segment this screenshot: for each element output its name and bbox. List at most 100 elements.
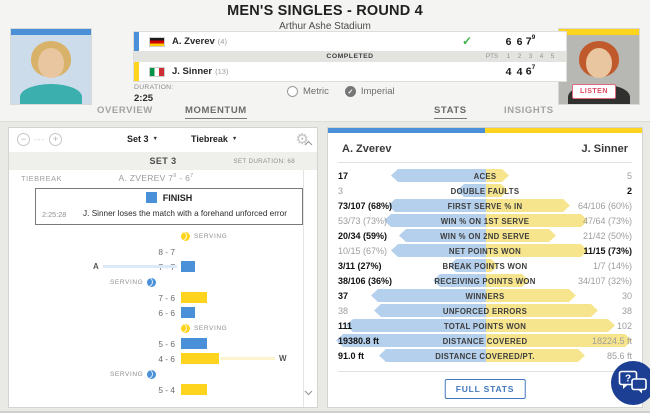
stat-value-zverev: 91.0 ft: [338, 351, 365, 361]
stat-bar-zverev: [399, 229, 486, 242]
set-header-title: SET 3: [149, 156, 177, 166]
momentum-point-7-6: 7 - 6: [9, 290, 305, 305]
imperial-radio[interactable]: ✓ Imperial: [344, 86, 395, 97]
stat-value-zverev: 19380.8 ft: [338, 336, 380, 346]
stat-value-zverev: 73/107 (68%): [338, 201, 393, 211]
tennis-ball-icon: [181, 323, 190, 333]
stat-label: FIRST SERVE % IN: [447, 202, 523, 211]
stat-row-distance-covered: DISTANCE COVERED 19380.8 ft 18224.5 ft: [328, 333, 642, 348]
winner-check-icon: ✓: [461, 34, 472, 48]
zverev-color-bar: [11, 29, 91, 35]
stat-value-sinner: 18224.5 ft: [591, 336, 632, 346]
stat-label: TOTAL POINTS WON: [443, 322, 527, 331]
chevron-down-icon: ▼: [152, 136, 158, 142]
serving-indicator-zverev: SERVING: [9, 274, 305, 290]
full-stats-button[interactable]: FULL STATS: [444, 379, 526, 399]
tab-overview[interactable]: OVERVIEW: [97, 105, 153, 116]
tiebreak-score: 9: [531, 34, 536, 42]
tennis-ball-icon: [147, 369, 157, 379]
finish-description: J. Sinner loses the match with a forehan…: [83, 209, 287, 218]
stat-row-double-faults: DOUBLE FAULTS 3 2: [328, 183, 642, 198]
set-select-dropdown[interactable]: Set 3 ▼: [127, 134, 158, 144]
momentum-toolbar: − --- + Set 3 ▼ Tiebreak ▼ ⚙: [9, 128, 317, 152]
stat-bar-zverev: [374, 304, 486, 317]
stat-bar-sinner: [486, 349, 585, 362]
set-scores-zverev: 6 6 79: [481, 32, 558, 51]
player-name-zverev: A. Zverev (4): [172, 36, 227, 47]
listen-button[interactable]: LISTEN: [572, 84, 616, 99]
stat-value-zverev: 17: [338, 171, 349, 181]
metric-radio-circle[interactable]: [287, 86, 298, 97]
col-header-3: 3: [528, 53, 533, 60]
momentum-scrollbar-track: [303, 170, 304, 407]
stat-row-total-points-won: TOTAL POINTS WON 111 102: [328, 318, 642, 333]
metric-radio[interactable]: Metric: [287, 86, 329, 97]
tennis-ball-icon: [147, 277, 157, 287]
stat-row-winners: WINNERS 37 30: [328, 288, 642, 303]
help-chat-button[interactable]: ?: [611, 361, 650, 405]
stat-bar-sinner: [486, 289, 576, 302]
stat-label: BREAK POINTS WON: [442, 262, 528, 271]
stat-label: NET POINTS WON: [448, 247, 522, 256]
set-duration: SET DURATION: 68: [233, 158, 295, 165]
stat-label: DISTANCE COVERED/PT.: [435, 352, 535, 361]
stat-value-sinner: 85.6 ft: [606, 351, 632, 361]
scroll-down-icon[interactable]: [304, 383, 313, 401]
tiebreak-score: 7: [531, 64, 536, 72]
stat-bar-zverev: [379, 349, 486, 362]
stat-value-sinner: 64/106 (60%): [577, 201, 632, 211]
momentum-point-5-6: 5 - 6: [9, 336, 305, 351]
stat-value-sinner: 2: [626, 186, 632, 196]
imperial-radio-label: Imperial: [360, 86, 395, 97]
serving-label: SERVING: [194, 232, 228, 240]
stats-header: A. Zverev J. Sinner: [328, 133, 642, 163]
tab-momentum[interactable]: MOMENTUM: [185, 105, 247, 119]
momentum-point-8-7: 8 - 7: [9, 244, 305, 259]
stats-player-right: J. Sinner: [581, 143, 628, 155]
zoom-out-icon[interactable]: −: [17, 133, 30, 146]
momentum-panel: − --- + Set 3 ▼ Tiebreak ▼ ⚙ SET 3 SET DUR…: [8, 127, 318, 408]
stat-value-zverev: 38/106 (36%): [338, 276, 393, 286]
point-bar-sinner: [181, 292, 207, 303]
italy-flag-icon: [149, 67, 165, 77]
zoom-in-icon[interactable]: +: [49, 133, 62, 146]
momentum-point-6-6: 6 - 6: [9, 305, 305, 320]
stat-value-zverev: 3/11 (27%): [338, 261, 382, 271]
stat-bar-zverev: [371, 289, 486, 302]
zoom-slider: ---: [34, 135, 45, 144]
page-title: MEN'S SINGLES - ROUND 4: [227, 3, 423, 19]
stat-label: RECEIVING POINTS WON: [434, 277, 536, 286]
zverev-stripe: [328, 128, 485, 133]
tiebreak-label: TIEBREAK: [21, 174, 63, 183]
score-column-headers: PTS 1 2 3 4 5: [481, 51, 558, 62]
stat-bar-sinner: [486, 244, 588, 257]
stat-bar-zverev: [384, 214, 486, 227]
serving-indicator-sinner: SERVING: [9, 320, 305, 336]
scroll-up-icon[interactable]: [304, 133, 313, 151]
point-score: 6 - 6: [158, 308, 175, 318]
question-mark-glyph: ?: [625, 374, 631, 385]
tab-insights[interactable]: INSIGHTS: [504, 105, 554, 116]
point-score: 5 - 4: [158, 385, 175, 395]
stat-bar-zverev: [433, 274, 486, 287]
view-select-dropdown[interactable]: Tiebreak ▼: [191, 134, 238, 144]
duration-value: 2:25: [134, 93, 154, 104]
point-bar-zverev: [181, 307, 195, 318]
imperial-radio-circle[interactable]: ✓: [344, 86, 356, 97]
stat-bar-sinner: [486, 184, 508, 197]
stat-bar-zverev: [391, 169, 486, 182]
stats-panel: A. Zverev J. Sinner ACES 17 5 DOUBLE FAULTS…: [327, 127, 643, 408]
stat-bar-sinner: [486, 229, 556, 242]
set2-score: 6: [516, 35, 523, 48]
point-score: 8 - 7: [158, 247, 175, 257]
tiebreak-meta-row: TIEBREAK A. ZVEREV 79 - 67: [9, 170, 303, 186]
point-bar-zverev: [181, 261, 195, 272]
stat-row-first-serve-in: FIRST SERVE % IN 73/107 (68%) 64/106 (60%): [328, 198, 642, 213]
stat-bar-sinner: [486, 304, 598, 317]
tab-stats[interactable]: STATS: [434, 105, 467, 119]
stat-label: DISTANCE COVERED: [442, 337, 528, 346]
bottom-edge: [0, 411, 650, 413]
stat-value-sinner: 1/7 (14%): [592, 261, 632, 271]
col-header-1: 1: [506, 53, 511, 60]
